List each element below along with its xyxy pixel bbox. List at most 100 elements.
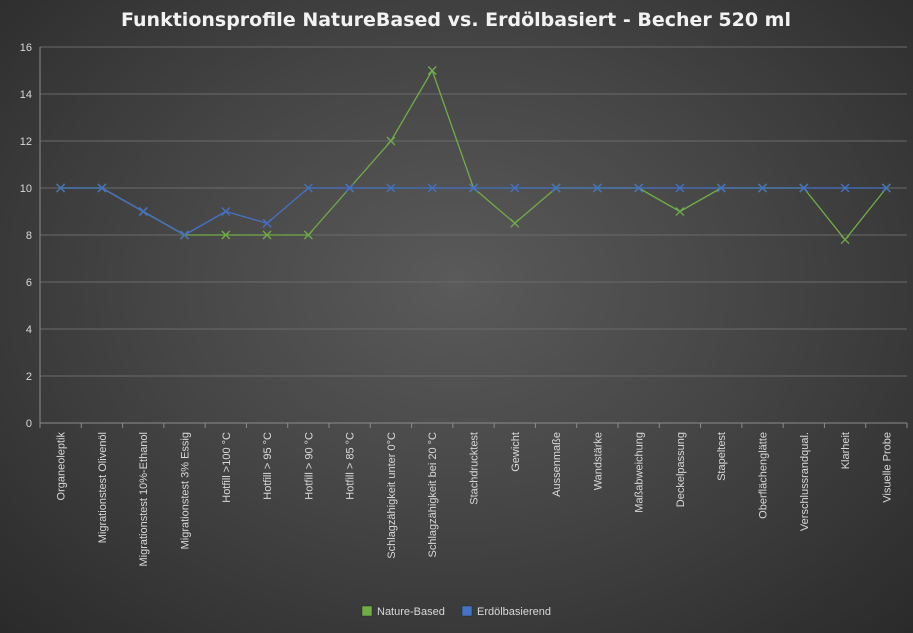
marker-stroke (386, 183, 396, 193)
marker-stroke (427, 66, 437, 75)
gridlines (40, 46, 907, 377)
marker-stroke (303, 230, 313, 240)
marker-stroke (758, 183, 767, 193)
legend-swatch (461, 605, 473, 617)
x-tick-label: Stapeltest (716, 432, 728, 481)
data-point-marker (758, 183, 767, 193)
series-1 (56, 183, 891, 240)
legend-item: Erdölbasierend (461, 605, 551, 618)
data-point-marker (840, 183, 850, 193)
data-point-marker (510, 183, 520, 193)
marker-stroke (592, 183, 602, 193)
y-tick-label: 14 (20, 89, 32, 101)
marker-stroke (345, 183, 355, 193)
marker-stroke (221, 207, 231, 216)
data-point-marker (221, 230, 231, 240)
series-0 (56, 66, 891, 245)
x-tick-label: Schlagzähigkeit unter 0°C (386, 432, 398, 559)
x-tick-label: Aussenmaße (551, 432, 563, 497)
data-point-marker (386, 136, 396, 146)
x-tick-label: Verschlussrandqual. (799, 432, 811, 531)
x-tick-label: Wandstärke (592, 432, 604, 490)
marker-stroke (262, 230, 272, 240)
data-point-marker (138, 207, 148, 216)
marker-stroke (840, 235, 850, 245)
series-line (60, 69, 887, 241)
marker-stroke (138, 207, 148, 216)
data-point-marker (180, 230, 189, 240)
y-tick-label: 0 (26, 418, 32, 430)
y-tick-label: 16 (20, 42, 32, 54)
x-tick-label: Gewicht (510, 432, 522, 472)
data-point-marker (427, 183, 437, 193)
data-point-marker (386, 183, 396, 193)
data-point-marker (675, 207, 685, 216)
legend-swatch (361, 605, 373, 617)
marker-stroke (881, 183, 891, 193)
marker-stroke (551, 183, 561, 193)
y-tick-label: 12 (20, 136, 32, 148)
chart-title: Funktionsprofile NatureBased vs. Erdölba… (121, 9, 791, 31)
marker-stroke (675, 183, 685, 193)
legend-label: Erdölbasierend (477, 606, 551, 618)
data-point-marker (675, 183, 685, 193)
data-point-marker (262, 218, 272, 228)
marker-stroke (303, 183, 313, 193)
legend: Nature-Based Erdölbasierend (361, 605, 551, 618)
marker-stroke (56, 183, 66, 193)
marker-stroke (799, 183, 809, 193)
data-point-marker (510, 218, 520, 228)
marker-stroke (97, 183, 107, 193)
data-point-marker (262, 230, 272, 240)
x-tick-label: Oberflächenglätte (758, 432, 770, 519)
marker-stroke (180, 230, 189, 240)
x-tick-label: Migrationstest 3% Essig (180, 432, 192, 549)
series-line (60, 187, 887, 236)
x-tick-label: Visuelle Probe (881, 432, 893, 503)
y-tick-label: 10 (20, 183, 32, 195)
data-point-marker (469, 183, 478, 193)
data-point-marker (345, 183, 355, 193)
data-point-marker (56, 183, 66, 193)
y-tick-label: 4 (26, 324, 32, 336)
marker-stroke (510, 183, 520, 193)
data-point-marker (303, 183, 313, 193)
marker-stroke (386, 136, 396, 146)
data-point-marker (840, 235, 850, 245)
data-point-marker (799, 183, 809, 193)
x-tick-label: Maßabweichung (634, 432, 646, 513)
x-tick-label: Organeoleptik (56, 432, 68, 501)
y-tick-label: 2 (26, 371, 32, 383)
marker-stroke (634, 183, 644, 193)
marker-stroke (427, 183, 437, 193)
axes: 0 2 4 6 8 10 12 14 16 Organeoleptik Migrationstest… (20, 42, 908, 567)
marker-stroke (840, 183, 850, 193)
marker-stroke (262, 218, 272, 228)
data-point-marker (592, 183, 602, 193)
data-point-marker (634, 183, 644, 193)
x-tick-label: Hotfill > 95 °C (262, 432, 274, 500)
x-tick-label: Schlagzähigkeit bei 20 °C (427, 432, 439, 558)
marker-stroke (510, 218, 520, 228)
marker-stroke (469, 183, 478, 193)
data-point-marker (716, 183, 726, 193)
data-point-marker (881, 183, 891, 193)
marker-stroke (675, 207, 685, 216)
x-tick-label: Hotfill > 85 °C (345, 432, 357, 500)
legend-item: Nature-Based (361, 605, 445, 618)
y-tick-label: 8 (26, 230, 32, 242)
data-point-marker (427, 66, 437, 75)
x-tick-label: Migrationstest 10%-Ethanol (138, 432, 150, 567)
y-tick-label: 6 (26, 277, 32, 289)
marker-stroke (716, 183, 726, 193)
data-point-marker (221, 207, 231, 216)
x-tick-label: Hotfill > 90 °C (303, 432, 315, 500)
x-tick-label: Migrationstest Olivenöl (97, 432, 109, 543)
legend-label: Nature-Based (377, 606, 445, 618)
x-tick-label: Stachdrucktest (469, 432, 481, 505)
data-point-marker (97, 183, 107, 193)
data-point-marker (303, 230, 313, 240)
x-tick-label: Klarheit (840, 432, 852, 469)
